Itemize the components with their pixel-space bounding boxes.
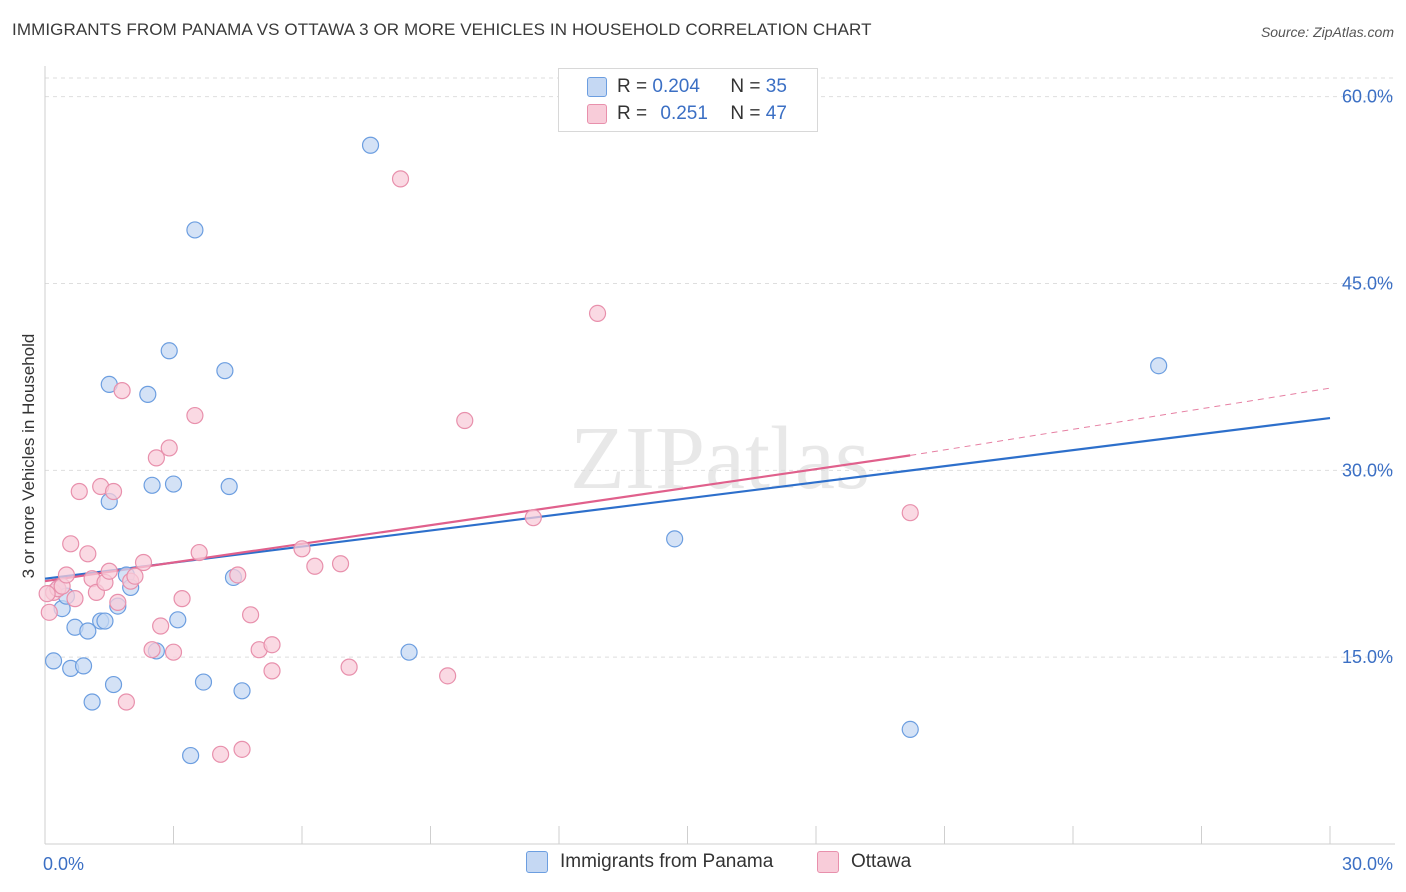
panama-point: [139, 385, 157, 403]
correlation-legend: R = 0.204 N = 35 R = 0.251 N = 47: [558, 68, 818, 132]
ottawa-point: [143, 641, 161, 659]
ottawa-point: [79, 545, 97, 563]
ottawa-point: [38, 585, 56, 603]
chart-title: IMMIGRANTS FROM PANAMA VS OTTAWA 3 OR MO…: [12, 20, 872, 39]
ottawa-point: [190, 543, 208, 562]
legend-label: Immigrants from Panama: [560, 851, 774, 872]
ottawa-point: [456, 411, 474, 430]
n-value: 47: [765, 103, 787, 124]
r-label: R =: [617, 103, 648, 124]
panama-point: [104, 675, 123, 694]
ottawa-point: [113, 382, 131, 400]
panama-legend-swatch: [526, 851, 548, 873]
ottawa-point: [134, 553, 153, 572]
tick-labels: 15.0% 30.0% 45.0% 60.0% 0.0% 30.0%: [43, 87, 1393, 874]
ottawa-point: [229, 566, 247, 584]
ottawa-point: [212, 745, 230, 763]
ottawa-point: [70, 482, 88, 501]
data-points: [38, 136, 1168, 765]
grid-lines: [45, 77, 1395, 658]
n-value: 35: [765, 76, 787, 97]
watermark: ZIPatlas: [570, 409, 870, 508]
ottawa-point: [66, 590, 84, 608]
panama-point: [220, 477, 238, 496]
panama-point: [1150, 357, 1168, 375]
y-tick-label: 60.0%: [1342, 87, 1393, 107]
legend-label: Ottawa: [851, 851, 912, 872]
ottawa-point: [263, 636, 281, 654]
panama-point: [901, 720, 919, 739]
panama-point: [83, 693, 101, 711]
r-label: R =: [617, 76, 648, 97]
source-credit: Source: ZipAtlas.com: [1260, 24, 1394, 40]
ottawa-point: [901, 504, 919, 522]
panama-point: [169, 611, 187, 629]
ottawa-point: [147, 449, 165, 467]
x-tick-label: 30.0%: [1342, 854, 1393, 874]
n-label: N =: [730, 103, 761, 124]
panama-point: [44, 652, 63, 670]
panama-point: [164, 475, 183, 493]
panama-point: [143, 476, 161, 494]
panama-point: [233, 682, 251, 700]
panama-point: [216, 362, 234, 380]
ottawa-point: [152, 617, 170, 635]
ottawa-legend-swatch: [817, 851, 839, 873]
ottawa-point: [588, 304, 607, 323]
panama-point: [79, 622, 97, 640]
ottawa-point: [109, 593, 127, 611]
panama-swatch: [587, 77, 607, 97]
ottawa-point: [439, 667, 457, 685]
ottawa-point: [331, 555, 350, 573]
ottawa-point: [57, 566, 76, 584]
panama-point: [182, 746, 200, 765]
ottawa-point: [100, 562, 118, 580]
legend-row-ottawa: R = 0.251 N = 47: [587, 102, 787, 126]
ottawa-trend-extension: [910, 387, 1331, 456]
ottawa-point: [40, 603, 58, 621]
panama-point: [666, 530, 684, 548]
ottawa-point: [62, 535, 80, 553]
axes: [44, 66, 1395, 845]
y-tick-label: 30.0%: [1342, 460, 1393, 480]
panama-point: [186, 221, 204, 239]
panama-point: [361, 136, 380, 154]
panama-point: [400, 643, 418, 661]
y-axis-label: 3 or more Vehicles in Household: [19, 334, 38, 579]
ottawa-swatch: [587, 104, 607, 124]
legend-row-panama: R = 0.204 N = 35: [587, 75, 787, 99]
panama-trend-line: [44, 416, 1331, 580]
ottawa-point: [164, 643, 183, 661]
n-label: N =: [730, 76, 761, 97]
x-tick-label: 0.0%: [43, 854, 84, 874]
ottawa-point: [233, 740, 251, 758]
ottawa-point: [160, 439, 178, 457]
panama-point: [160, 342, 178, 360]
panama-point: [74, 657, 93, 675]
panama-point: [96, 612, 114, 630]
y-tick-label: 45.0%: [1342, 274, 1393, 294]
ottawa-point: [173, 590, 191, 608]
ottawa-point: [293, 540, 311, 558]
r-value: 0.251: [660, 103, 708, 124]
ottawa-point: [524, 509, 542, 527]
ottawa-point: [391, 170, 410, 188]
ottawa-point: [126, 567, 144, 585]
ottawa-point: [117, 693, 135, 711]
panama-point: [194, 673, 213, 691]
ottawa-trend-line: [44, 454, 911, 583]
legend-item-panama: Immigrants from Panama: [526, 851, 773, 873]
ottawa-point: [186, 406, 204, 425]
r-value: 0.204: [652, 76, 700, 97]
y-tick-label: 15.0%: [1342, 647, 1393, 667]
ottawa-point: [104, 482, 123, 501]
legend-item-ottawa: Ottawa: [817, 851, 911, 873]
ottawa-point: [340, 658, 358, 676]
trend-lines: [44, 387, 1331, 583]
ottawa-point: [263, 662, 281, 680]
ottawa-point: [242, 606, 260, 624]
ottawa-point: [306, 557, 324, 575]
series-legend: Immigrants from Panama Ottawa: [0, 851, 1406, 879]
